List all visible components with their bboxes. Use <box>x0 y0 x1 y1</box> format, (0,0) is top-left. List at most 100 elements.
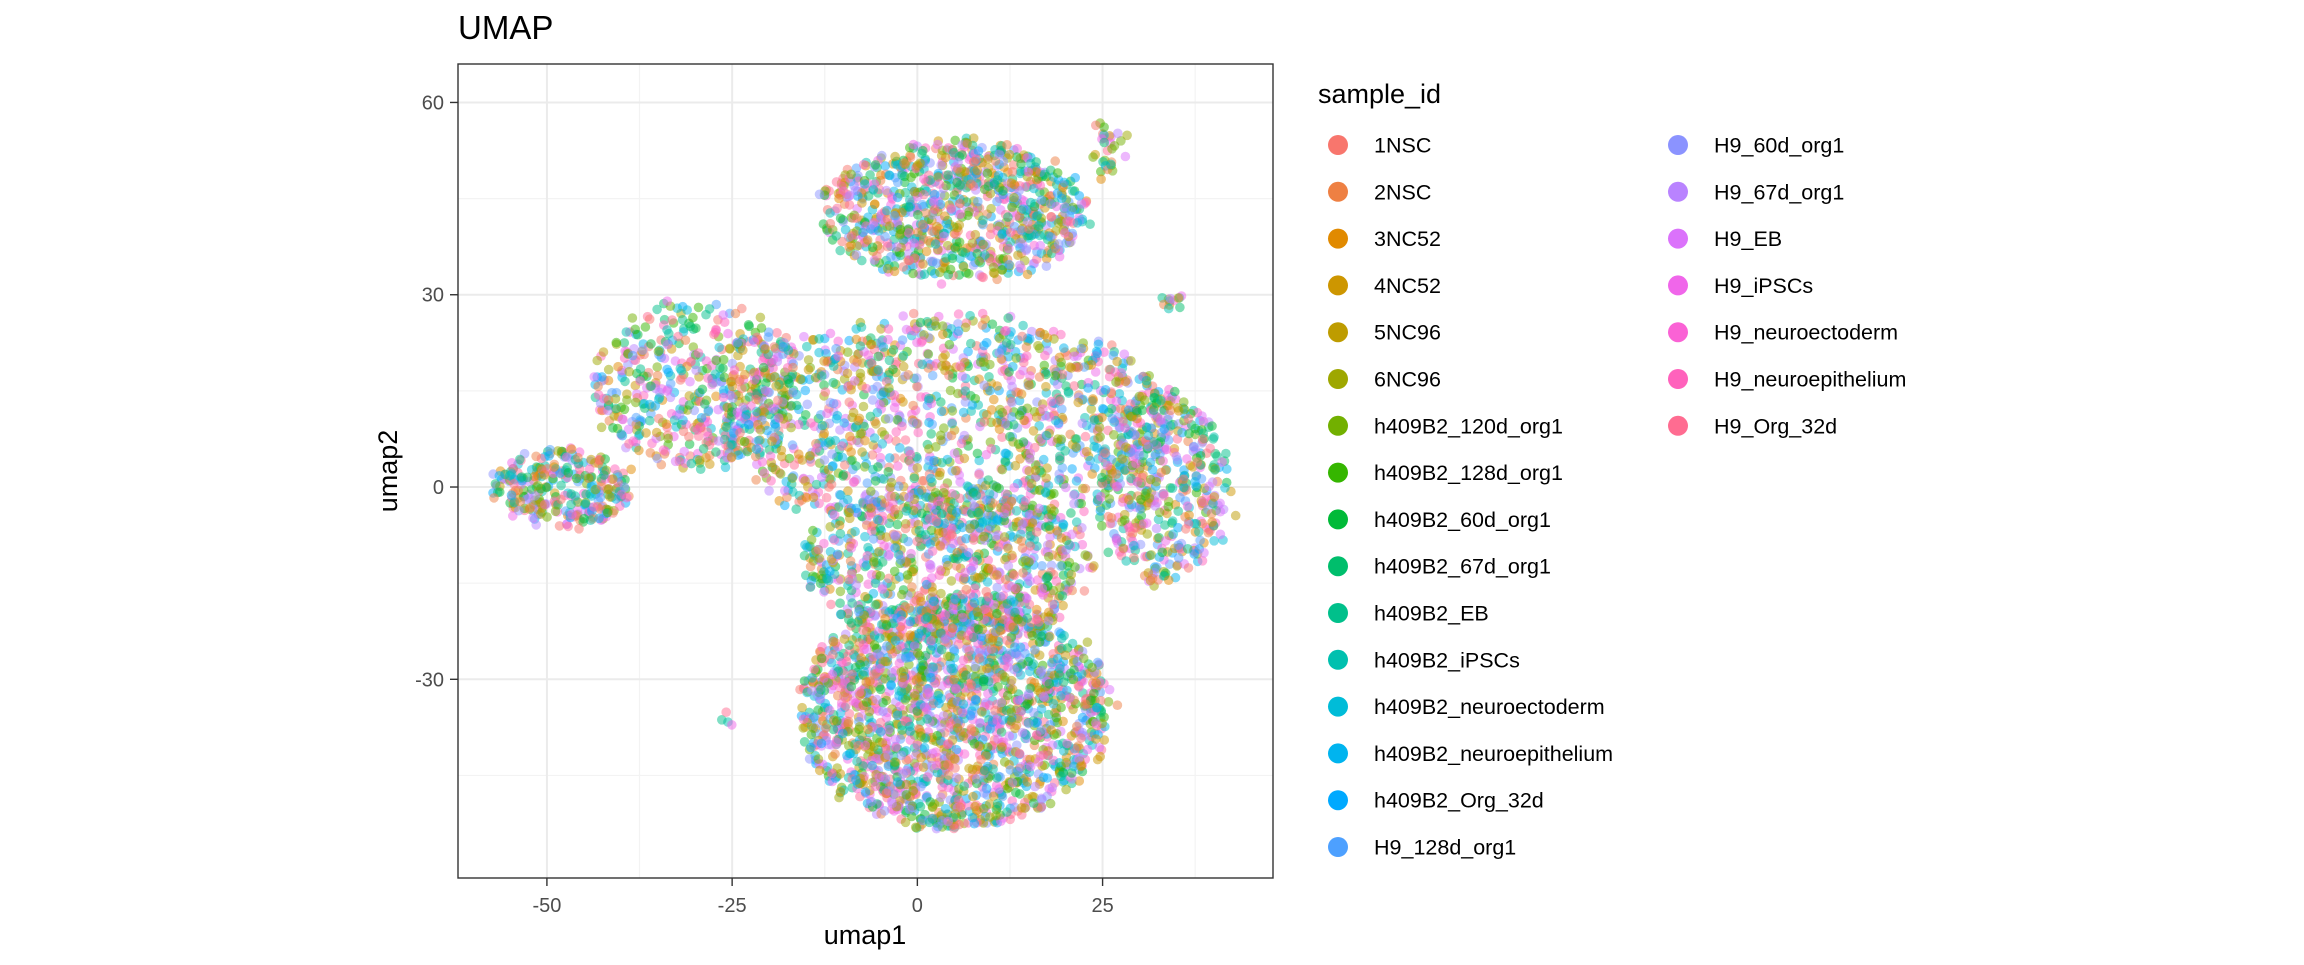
data-point <box>1003 212 1013 222</box>
data-point <box>1183 544 1193 554</box>
data-point <box>1040 361 1050 371</box>
data-point <box>1082 447 1092 457</box>
data-point <box>956 209 966 219</box>
data-point <box>1191 481 1201 491</box>
data-point <box>890 211 900 221</box>
data-point <box>662 296 672 306</box>
data-point <box>742 410 752 420</box>
data-point <box>904 370 914 380</box>
data-point <box>893 710 903 720</box>
data-point <box>817 654 827 664</box>
data-point <box>809 665 819 675</box>
data-point <box>1008 167 1018 177</box>
data-point <box>604 484 614 494</box>
data-point <box>1055 396 1065 406</box>
data-point <box>980 417 990 427</box>
data-point <box>806 418 816 428</box>
data-point <box>1162 445 1172 455</box>
data-point <box>917 149 927 159</box>
data-point <box>814 348 824 358</box>
data-point <box>1009 193 1019 203</box>
data-point <box>1117 454 1127 464</box>
data-point <box>567 510 577 520</box>
data-point <box>1007 382 1017 392</box>
data-point <box>868 450 878 460</box>
data-point <box>1209 434 1219 444</box>
data-point <box>937 407 947 417</box>
data-point <box>710 328 720 338</box>
data-point <box>955 180 965 190</box>
data-point <box>646 448 656 458</box>
data-point <box>700 399 710 409</box>
data-point <box>835 425 845 435</box>
data-point <box>975 718 985 728</box>
data-point <box>1112 536 1122 546</box>
data-point <box>832 204 842 214</box>
data-point <box>867 340 877 350</box>
data-point <box>524 493 534 503</box>
data-point <box>711 356 721 366</box>
data-point <box>893 520 903 530</box>
data-point <box>970 802 980 812</box>
data-point <box>1040 170 1050 180</box>
data-point <box>1164 502 1174 512</box>
data-point <box>882 186 892 196</box>
data-point <box>968 792 978 802</box>
data-point <box>910 326 920 336</box>
data-point <box>979 341 989 351</box>
data-point <box>892 242 902 252</box>
data-point <box>845 397 855 407</box>
data-point <box>898 335 908 345</box>
data-point <box>1129 541 1139 551</box>
data-point <box>805 451 815 461</box>
data-point <box>1036 241 1046 251</box>
data-point <box>1088 396 1098 406</box>
data-point <box>1045 412 1055 422</box>
data-point <box>974 470 984 480</box>
data-point <box>884 170 894 180</box>
data-point <box>946 265 956 275</box>
data-point <box>751 475 761 485</box>
data-point <box>1152 524 1162 534</box>
data-point <box>973 197 983 207</box>
data-point <box>998 465 1008 475</box>
data-point <box>1072 476 1082 486</box>
data-point <box>645 314 655 324</box>
data-point <box>978 320 988 330</box>
data-point <box>1090 415 1100 425</box>
data-point <box>1099 405 1109 415</box>
data-point <box>973 449 983 459</box>
data-point <box>924 418 934 428</box>
data-point <box>731 309 741 319</box>
data-point <box>968 238 978 248</box>
data-point <box>675 410 685 420</box>
data-point <box>677 366 687 376</box>
data-point <box>1038 404 1048 414</box>
data-point <box>993 175 1003 185</box>
data-point <box>738 345 748 355</box>
data-point <box>1007 178 1017 188</box>
data-point <box>1091 734 1101 744</box>
data-point <box>826 329 836 339</box>
data-point <box>886 252 896 262</box>
data-point <box>1083 745 1093 755</box>
data-point <box>984 372 994 382</box>
data-point <box>883 264 893 274</box>
data-point <box>622 395 632 405</box>
data-point <box>826 219 836 229</box>
data-point <box>992 482 1002 492</box>
data-point <box>869 185 879 195</box>
data-point <box>847 231 857 241</box>
data-point <box>990 269 1000 279</box>
data-point <box>694 348 704 358</box>
data-point <box>1071 442 1081 452</box>
data-point <box>983 689 993 699</box>
data-point <box>933 140 943 150</box>
data-point <box>931 239 941 249</box>
data-point <box>884 467 894 477</box>
data-point <box>801 386 811 396</box>
data-point <box>1147 550 1157 560</box>
data-point <box>1146 475 1156 485</box>
data-point <box>873 462 883 472</box>
data-point <box>961 386 971 396</box>
